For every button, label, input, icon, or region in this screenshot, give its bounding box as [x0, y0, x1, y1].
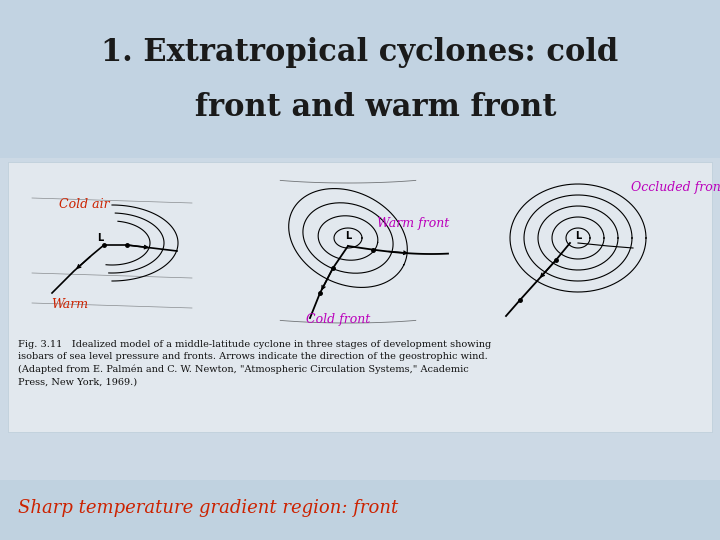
Text: Occluded front: Occluded front — [631, 181, 720, 194]
Text: L: L — [575, 231, 581, 241]
Text: Warm: Warm — [51, 299, 89, 312]
Text: Fig. 3.11   Idealized model of a middle-latitude cyclone in three stages of deve: Fig. 3.11 Idealized model of a middle-la… — [18, 340, 491, 386]
Text: Cold air: Cold air — [59, 199, 109, 212]
Bar — [8, 162, 712, 432]
Text: 1. Extratropical cyclones: cold: 1. Extratropical cyclones: cold — [102, 37, 618, 68]
Text: front and warm front: front and warm front — [163, 92, 557, 124]
Bar — [0, 0, 720, 158]
Text: L: L — [345, 231, 351, 241]
Text: L: L — [97, 233, 103, 243]
Text: Cold front: Cold front — [306, 314, 370, 327]
Text: Sharp temperature gradient region: front: Sharp temperature gradient region: front — [18, 499, 398, 517]
Text: Warm front: Warm front — [377, 217, 449, 230]
Bar — [0, 480, 720, 540]
Bar — [0, 158, 720, 540]
